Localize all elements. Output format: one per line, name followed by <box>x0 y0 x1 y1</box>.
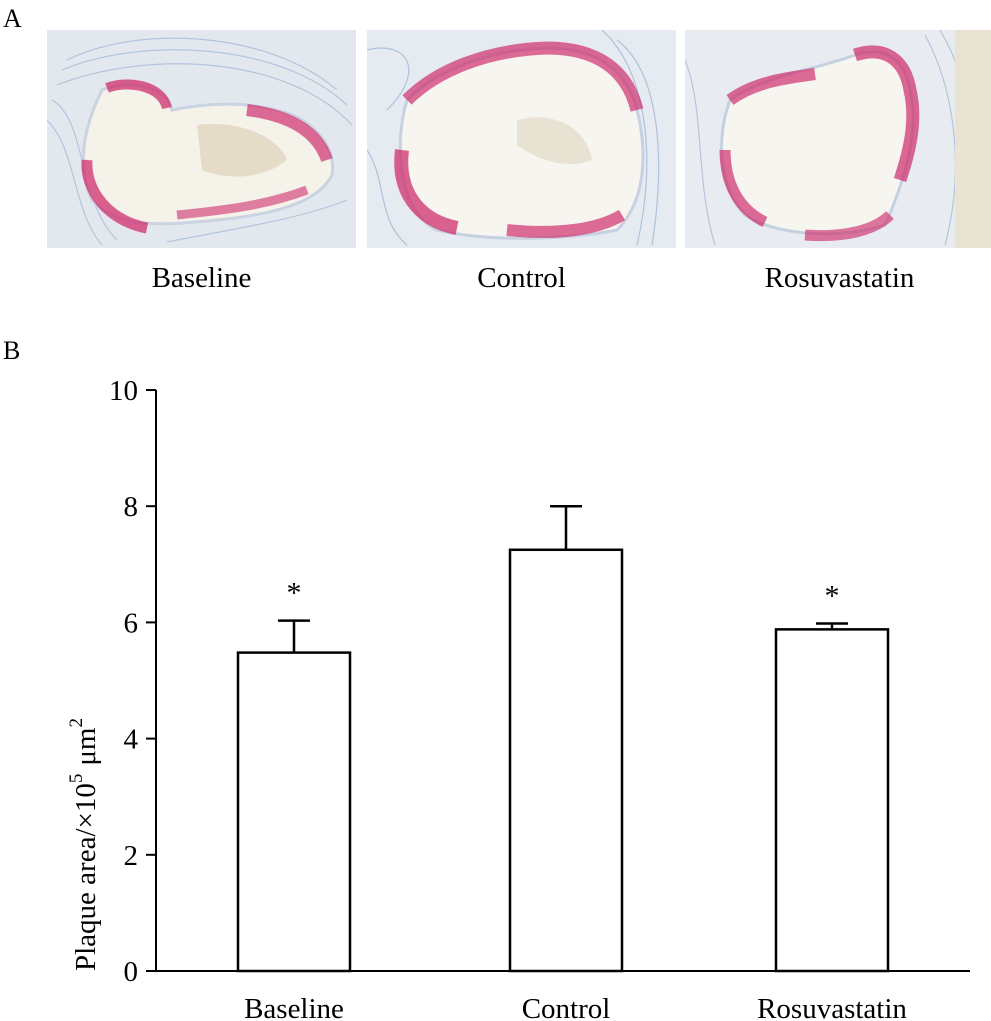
y-tick-label: 8 <box>124 491 139 523</box>
bar-control <box>508 548 624 973</box>
x-tick-label-rosuvastatin: Rosuvastatin <box>757 993 907 1021</box>
y-tick-label: 0 <box>124 956 139 988</box>
bar-rosuvastatin <box>774 628 890 973</box>
panel-b-letter: B <box>3 336 21 365</box>
significance-marker-rosuvastatin: * <box>825 580 840 613</box>
micrograph-baseline <box>47 30 356 248</box>
y-axis-label-unit-exponent: 2 <box>66 718 87 728</box>
x-tick-label-baseline: Baseline <box>244 993 344 1021</box>
micrograph-label-rosuvastatin: Rosuvastatin <box>764 262 915 294</box>
bar-baseline <box>236 651 352 973</box>
micrograph-label-baseline: Baseline <box>151 262 252 294</box>
panel-a-letter: A <box>3 4 22 33</box>
y-tick-label: 2 <box>124 840 139 872</box>
plaque-area-bar-chart: 0 2 4 6 8 10 * Baseline Control * Rosuvastatin Pl… <box>66 375 970 1021</box>
micrograph-rosuvastatin <box>685 30 991 248</box>
y-axis-label-unit: μm <box>70 727 102 766</box>
y-axis-label-exponent: 5 <box>66 774 87 784</box>
y-tick-label: 6 <box>124 607 139 639</box>
y-axis-label: Plaque area/×105 μm2 <box>66 718 102 971</box>
y-axis-label-text: Plaque area/×10 <box>70 783 102 971</box>
x-tick-label-control: Control <box>522 993 611 1021</box>
significance-marker-baseline: * <box>287 577 302 610</box>
y-tick-label: 10 <box>109 375 138 407</box>
micrograph-control <box>367 30 676 248</box>
micrograph-label-control: Control <box>477 262 566 294</box>
y-tick-label: 4 <box>124 724 139 756</box>
